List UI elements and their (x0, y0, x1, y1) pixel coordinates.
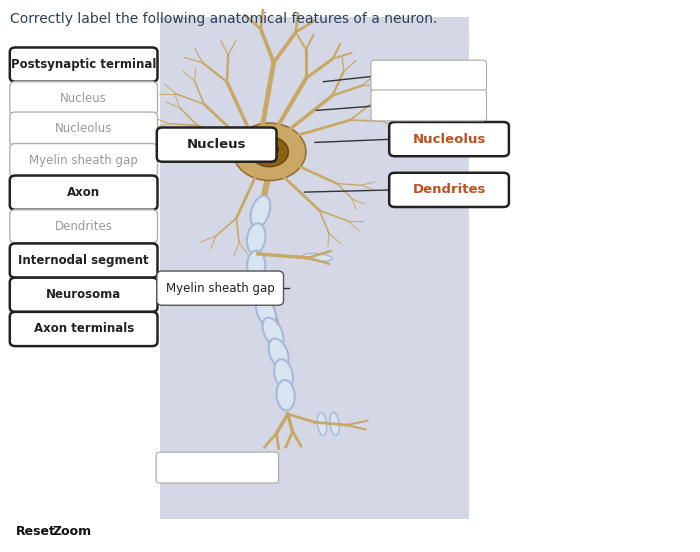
Text: Myelin sheath gap: Myelin sheath gap (166, 282, 274, 295)
FancyBboxPatch shape (389, 173, 509, 207)
Ellipse shape (317, 412, 327, 436)
FancyBboxPatch shape (160, 17, 469, 519)
Ellipse shape (330, 412, 340, 436)
Ellipse shape (251, 196, 270, 227)
Text: Correctly label the following anatomical features of a neuron.: Correctly label the following anatomical… (10, 12, 438, 26)
FancyBboxPatch shape (389, 122, 509, 156)
Text: Myelin sheath gap: Myelin sheath gap (29, 153, 138, 167)
Ellipse shape (256, 297, 276, 327)
Text: Nucleolus: Nucleolus (412, 132, 486, 146)
Ellipse shape (276, 380, 295, 410)
Text: Postsynaptic terminal: Postsynaptic terminal (11, 58, 156, 71)
Circle shape (251, 137, 288, 167)
FancyBboxPatch shape (10, 112, 158, 145)
FancyBboxPatch shape (10, 312, 158, 346)
Ellipse shape (269, 338, 288, 368)
Text: Axon terminals: Axon terminals (34, 322, 134, 336)
Ellipse shape (247, 251, 265, 279)
Text: Nucleus: Nucleus (187, 138, 246, 151)
Text: Axon: Axon (67, 186, 100, 199)
Ellipse shape (303, 253, 332, 261)
Text: Zoom: Zoom (52, 525, 92, 538)
FancyBboxPatch shape (10, 210, 158, 243)
Text: Dendrites: Dendrites (412, 183, 486, 197)
FancyBboxPatch shape (371, 60, 486, 91)
Text: Nucleolus: Nucleolus (55, 122, 112, 135)
FancyBboxPatch shape (10, 47, 158, 82)
Circle shape (233, 123, 306, 181)
FancyBboxPatch shape (10, 176, 158, 210)
FancyBboxPatch shape (157, 128, 276, 162)
FancyBboxPatch shape (371, 90, 486, 121)
Text: Reset: Reset (15, 525, 55, 538)
Ellipse shape (274, 359, 293, 389)
FancyBboxPatch shape (156, 452, 279, 483)
Circle shape (265, 144, 279, 155)
Text: Nucleus: Nucleus (60, 92, 107, 105)
FancyBboxPatch shape (10, 278, 158, 312)
FancyBboxPatch shape (157, 271, 284, 305)
FancyBboxPatch shape (10, 82, 158, 115)
Ellipse shape (247, 224, 265, 253)
Text: Internodal segment: Internodal segment (18, 254, 149, 267)
Ellipse shape (250, 275, 268, 304)
Text: Neurosoma: Neurosoma (46, 288, 121, 301)
Text: Dendrites: Dendrites (55, 220, 113, 233)
Ellipse shape (262, 318, 284, 347)
FancyBboxPatch shape (10, 243, 158, 278)
FancyBboxPatch shape (10, 144, 158, 177)
